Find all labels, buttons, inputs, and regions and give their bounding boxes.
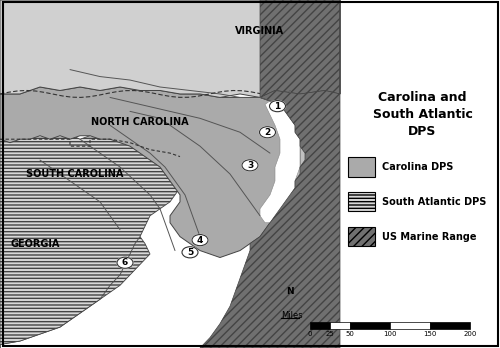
Text: 6: 6	[122, 258, 128, 267]
Bar	[430, 322, 470, 329]
Text: SOUTH CAROLINA: SOUTH CAROLINA	[26, 169, 124, 179]
Polygon shape	[0, 0, 340, 97]
Polygon shape	[0, 87, 305, 258]
Circle shape	[182, 247, 198, 258]
Text: US Marine Range: US Marine Range	[382, 232, 477, 242]
Text: 4: 4	[197, 236, 203, 245]
Polygon shape	[0, 0, 340, 348]
Polygon shape	[260, 101, 300, 223]
Text: Carolina and
South Atlantic
DPS: Carolina and South Atlantic DPS	[372, 91, 472, 139]
Text: 50: 50	[346, 331, 354, 337]
Polygon shape	[260, 0, 340, 97]
Text: VIRGINIA: VIRGINIA	[236, 26, 284, 36]
Bar	[348, 192, 375, 211]
Text: 100: 100	[384, 331, 397, 337]
Text: Miles: Miles	[281, 311, 302, 320]
Text: 3: 3	[247, 161, 253, 170]
Text: 2: 2	[264, 128, 270, 137]
Circle shape	[260, 127, 276, 138]
Circle shape	[270, 101, 285, 112]
Polygon shape	[200, 0, 340, 348]
Circle shape	[242, 160, 258, 171]
Bar	[390, 322, 430, 329]
Text: 25: 25	[326, 331, 334, 337]
Text: N: N	[286, 287, 294, 296]
Polygon shape	[0, 132, 180, 345]
Text: 5: 5	[187, 248, 193, 257]
Bar	[310, 322, 330, 329]
Text: NORTH CAROLINA: NORTH CAROLINA	[91, 117, 189, 127]
Bar	[348, 158, 375, 177]
Text: 1: 1	[274, 102, 280, 111]
Text: Carolina DPS: Carolina DPS	[382, 162, 454, 172]
Bar	[350, 322, 390, 329]
Polygon shape	[0, 171, 150, 348]
Bar	[348, 227, 375, 246]
Circle shape	[117, 257, 133, 268]
Text: 150: 150	[424, 331, 436, 337]
Circle shape	[192, 235, 208, 246]
Polygon shape	[275, 90, 310, 223]
Bar	[330, 322, 350, 329]
Text: South Atlantic DPS: South Atlantic DPS	[382, 197, 487, 207]
Text: 0: 0	[308, 331, 312, 337]
Text: GEORGIA: GEORGIA	[10, 239, 59, 248]
Text: 200: 200	[464, 331, 476, 337]
